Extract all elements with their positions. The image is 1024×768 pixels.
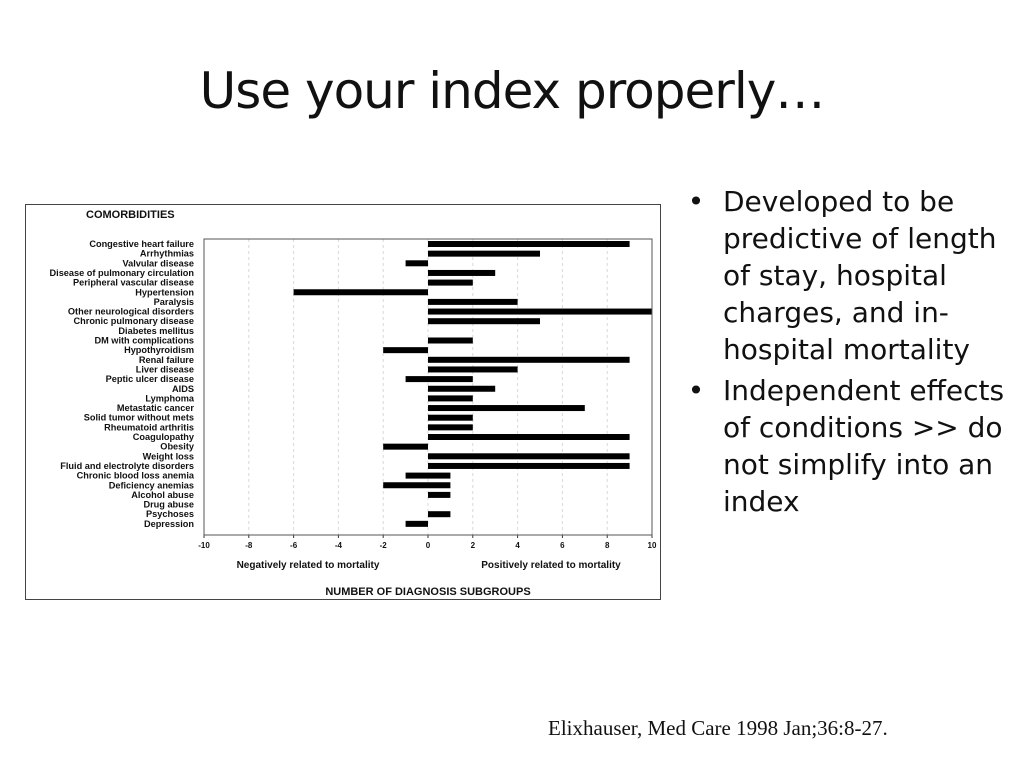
category-label: Peptic ulcer disease: [106, 374, 194, 384]
bars: [293, 241, 652, 527]
bar: [428, 511, 451, 518]
category-label: Depression: [144, 519, 194, 529]
bullet-item: • Developed to be predictive of length o…: [686, 183, 1006, 368]
x-ticks: -10 -8 -6 -4 -2 0 2 4 6 8 10: [198, 535, 657, 550]
bar: [428, 318, 540, 325]
bar: [405, 520, 428, 527]
category-label: Renal failure: [139, 355, 194, 365]
x-tick-label: 4: [515, 541, 520, 550]
bar: [428, 434, 630, 440]
category-label: Psychoses: [146, 509, 194, 519]
bar: [428, 298, 518, 305]
bar: [428, 250, 540, 257]
x-tick-label: 0: [426, 541, 431, 550]
bar: [405, 472, 451, 479]
x-tick-label: 8: [605, 541, 610, 550]
bar: [383, 482, 451, 489]
category-label: DM with complications: [94, 336, 194, 346]
category-label: Valvular disease: [122, 258, 194, 268]
category-label: Deficiency anemias: [109, 480, 194, 490]
bullet-text: Developed to be predictive of length of …: [723, 185, 997, 366]
x-tick-label: -6: [290, 541, 298, 550]
bar: [428, 414, 473, 421]
chart-frame: Congestive heart failure Arrhythmias Valvu…: [25, 204, 661, 600]
category-label: Lymphoma: [145, 393, 195, 403]
x-tick-label: -10: [198, 541, 210, 550]
bar: [428, 395, 473, 402]
bar: [383, 443, 428, 450]
positive-label: Positively related to mortality: [481, 560, 621, 571]
category-label: Chronic pulmonary disease: [74, 316, 195, 326]
x-tick-label: -2: [380, 541, 388, 550]
category-label: Fluid and electrolyte disorders: [60, 461, 194, 471]
category-label: Other neurological disorders: [68, 307, 194, 317]
x-tick-label: 2: [471, 541, 476, 550]
category-label: Weight loss: [143, 451, 194, 461]
bullet-list: • Developed to be predictive of length o…: [686, 183, 1006, 524]
category-label: Paralysis: [154, 297, 194, 307]
category-label: Hypothyroidism: [124, 345, 194, 355]
x-tick-label: 10: [648, 541, 657, 550]
x-tick-label: -8: [245, 541, 253, 550]
category-label: Liver disease: [136, 364, 194, 374]
category-label: Peripheral vascular disease: [73, 278, 194, 288]
category-label: Drug abuse: [143, 500, 194, 510]
category-label: Rheumatoid arthritis: [104, 422, 194, 432]
bar: [428, 279, 473, 286]
category-label: Chronic blood loss anemia: [77, 471, 195, 481]
category-labels: Congestive heart failureArrhythmiasValvu…: [50, 239, 195, 529]
bar: [405, 260, 428, 267]
category-header: COMORBIDITIES: [86, 209, 175, 221]
bar: [428, 424, 473, 431]
bar: [428, 269, 496, 276]
bar: [428, 241, 630, 247]
comorbidity-bar-chart: Congestive heart failureArrhythmiasValvu…: [50, 209, 657, 598]
x-tick-label: -4: [335, 541, 343, 550]
category-label: Hypertension: [135, 287, 194, 297]
bar: [428, 337, 473, 344]
category-label: Alcohol abuse: [131, 490, 194, 500]
bar: [428, 405, 585, 412]
bar: [428, 462, 630, 469]
bar: [428, 491, 451, 498]
x-tick-label: 6: [560, 541, 565, 550]
bar: [405, 376, 473, 383]
bar: [428, 385, 496, 392]
plot-border: [203, 238, 653, 536]
bullet-glyph: •: [687, 374, 705, 407]
x-axis-title: NUMBER OF DIAGNOSIS SUBGROUPS: [325, 586, 530, 598]
category-label: Metastatic cancer: [117, 403, 195, 413]
bar: [428, 308, 652, 315]
category-label: Arrhythmias: [140, 249, 194, 259]
bar: [428, 356, 630, 363]
category-label: Solid tumor without mets: [84, 413, 194, 423]
slide-title: Use your index properly…: [199, 62, 826, 120]
category-label: Disease of pulmonary circulation: [50, 268, 195, 278]
bar: [428, 453, 630, 460]
bar: [428, 366, 518, 373]
category-label: AIDS: [172, 384, 194, 394]
bullet-text: Independent effects of conditions >> do …: [723, 374, 1005, 518]
category-label: Diabetes mellitus: [118, 326, 194, 336]
bar: [383, 347, 428, 354]
bullet-glyph: •: [687, 185, 705, 218]
category-label: Congestive heart failure: [89, 239, 194, 249]
category-label: Coagulopathy: [133, 432, 195, 442]
bar: [293, 289, 428, 296]
bullet-item: • Independent effects of conditions >> d…: [686, 372, 1006, 520]
negative-label: Negatively related to mortality: [237, 560, 380, 571]
citation: Elixhauser, Med Care 1998 Jan;36:8-27.: [548, 716, 888, 740]
category-label: Obesity: [160, 442, 195, 452]
